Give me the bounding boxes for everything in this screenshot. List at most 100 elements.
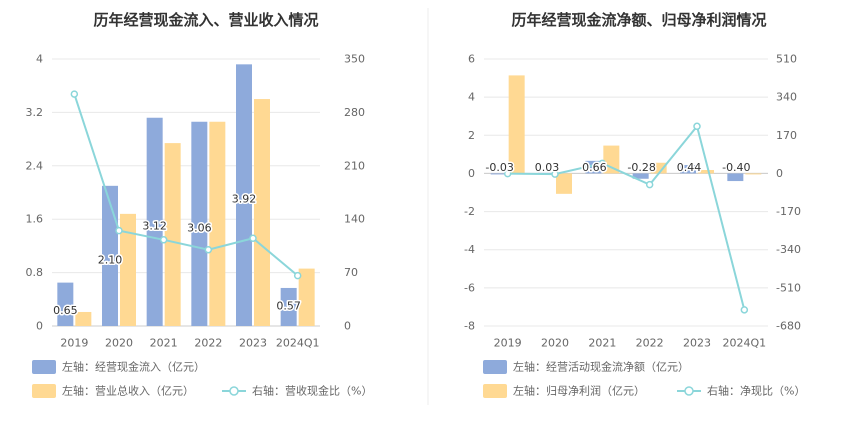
chart1-y-left-tick: 0.8 bbox=[26, 266, 44, 279]
chart2-legend-label: 左轴：归母净利润（亿元） bbox=[513, 384, 645, 398]
chart2-line-point bbox=[503, 169, 512, 178]
chart1-x-tick: 2023 bbox=[239, 337, 267, 350]
chart2-y-right-tick: 510 bbox=[776, 53, 797, 66]
chart2-y-right-tick: 170 bbox=[776, 129, 797, 142]
chart1-y-left-tick: 3.2 bbox=[26, 106, 44, 119]
chart2-x-tick: 2022 bbox=[636, 337, 664, 350]
chart2-line-point bbox=[598, 159, 607, 168]
chart1-legend-swatch bbox=[32, 360, 56, 374]
chart2-data-label: 0.44 bbox=[677, 161, 702, 174]
chart2-y-left-tick: -4 bbox=[464, 243, 475, 256]
chart1-bar-series1 bbox=[146, 117, 163, 327]
chart1-legend-label: 左轴：经营现金流入（亿元） bbox=[62, 360, 205, 374]
chart1-bar-series2 bbox=[75, 311, 92, 326]
chart1-bar-series1 bbox=[280, 287, 297, 326]
chart2-legend-swatch bbox=[483, 360, 507, 374]
chart1-legend-swatch-marker bbox=[229, 386, 239, 396]
chart1-data-label: 3.12 bbox=[142, 219, 167, 232]
chart1-line-point bbox=[293, 271, 302, 280]
chart2-data-label: -0.03 bbox=[485, 161, 513, 174]
chart1-line-point bbox=[115, 226, 123, 235]
chart2-data-label: 0.03 bbox=[535, 161, 560, 174]
chart2-x-tick: 2023 bbox=[683, 337, 711, 350]
chart1-data-label: 3.06 bbox=[187, 221, 212, 234]
chart2-x-tick: 2021 bbox=[588, 337, 616, 350]
chart2-y-left-tick: 0 bbox=[468, 167, 475, 180]
chart2-y-right-tick: -340 bbox=[776, 243, 801, 256]
chart2-y-right-tick: 0 bbox=[776, 167, 783, 180]
chart1-y-right-tick: 0 bbox=[344, 320, 351, 333]
chart2-y-left-tick: -6 bbox=[464, 281, 475, 294]
chart2-y-right-tick: 340 bbox=[776, 91, 797, 104]
chart2-x-tick: 2020 bbox=[541, 337, 569, 350]
chart2-legend-swatch bbox=[483, 384, 507, 398]
chart1-bar-series1 bbox=[236, 64, 252, 326]
chart1-y-right-tick: 210 bbox=[344, 159, 365, 172]
chart2-data-label: -0.28 bbox=[627, 161, 655, 174]
chart1-data-label: 3.92 bbox=[232, 193, 257, 206]
chart2-bar-series2 bbox=[698, 169, 714, 174]
chart1-title: 历年经营现金流入、营业收入情况 bbox=[93, 11, 318, 29]
chart1-y-right-tick: 280 bbox=[344, 106, 365, 119]
chart1-bar-series1 bbox=[102, 185, 118, 326]
chart2-x-tick: 2024Q1 bbox=[723, 337, 767, 350]
chart2-bar-series1 bbox=[727, 173, 744, 182]
chart2-bar-series1 bbox=[632, 173, 649, 179]
chart1-y-right-tick: 350 bbox=[344, 53, 365, 66]
chart1-bar-series2 bbox=[164, 143, 181, 326]
chart2-bar-series1 bbox=[680, 165, 696, 174]
chart2-legend-label: 右轴：净现比（%） bbox=[707, 384, 805, 398]
chart2-legend-label: 左轴：经营活动现金流净额（亿元） bbox=[513, 360, 689, 374]
chart2-bar-series2 bbox=[556, 173, 572, 194]
chart2-title: 历年经营现金流净额、归母净利润情况 bbox=[511, 11, 766, 29]
chart1-legend-label: 右轴：营收现金比（%） bbox=[252, 384, 372, 398]
chart2-y-left-tick: 4 bbox=[468, 91, 475, 104]
chart1-x-tick: 2019 bbox=[60, 337, 88, 350]
chart1-line-point bbox=[159, 236, 168, 244]
chart1-bar-series2 bbox=[298, 268, 315, 326]
chart2-bar-series2 bbox=[650, 162, 667, 174]
chart1-x-tick: 2021 bbox=[150, 337, 178, 350]
chart2-x-tick: 2019 bbox=[494, 337, 522, 350]
chart2-data-label: 0.66 bbox=[582, 161, 607, 174]
chart1-y-left-tick: 1.6 bbox=[26, 213, 44, 226]
chart1-y-right-tick: 140 bbox=[344, 213, 365, 226]
chart1-line-point bbox=[70, 90, 79, 98]
chart2-line-point bbox=[740, 306, 749, 314]
chart1-legend-swatch bbox=[32, 384, 56, 398]
chart2-line-series bbox=[507, 124, 746, 311]
chart1-x-tick: 2024Q1 bbox=[276, 337, 320, 350]
chart2-y-left-tick: -2 bbox=[464, 205, 475, 218]
chart1-bar-series1 bbox=[191, 121, 208, 327]
chart1-data-label: 0.57 bbox=[276, 300, 301, 313]
chart2-data-label: -0.40 bbox=[722, 161, 750, 174]
chart1-x-tick: 2022 bbox=[194, 337, 222, 350]
chart1-legend-label: 左轴：营业总收入（亿元） bbox=[62, 384, 194, 398]
chart1-y-right-tick: 70 bbox=[344, 266, 358, 279]
chart1-x-tick: 2020 bbox=[105, 337, 133, 350]
chart2-y-right-tick: -680 bbox=[776, 320, 801, 333]
chart1-data-label: 0.65 bbox=[53, 304, 78, 317]
chart1-bar-series2 bbox=[254, 99, 270, 326]
chart1-y-left-tick: 2.4 bbox=[26, 159, 44, 172]
chart2-line-point bbox=[551, 170, 559, 178]
chart2-y-left-tick: 6 bbox=[468, 53, 475, 66]
chart2-y-left-tick: 2 bbox=[468, 129, 475, 142]
chart2-bar-series2 bbox=[508, 75, 525, 174]
chart2-y-left-tick: -8 bbox=[464, 320, 475, 333]
chart1-bar-series1 bbox=[57, 282, 74, 326]
chart1-y-left-tick: 4 bbox=[36, 53, 43, 66]
chart2-legend-swatch-marker bbox=[684, 386, 694, 396]
chart2-line-point bbox=[645, 180, 654, 189]
chart1-line-point bbox=[249, 234, 257, 243]
chart1-line-point bbox=[204, 245, 213, 254]
chart2-bar-series2 bbox=[745, 173, 762, 175]
chart2-y-right-tick: -170 bbox=[776, 205, 801, 218]
chart2-bar-series1 bbox=[490, 173, 507, 175]
chart2-line-point bbox=[693, 122, 701, 131]
chart2-y-right-tick: -510 bbox=[776, 281, 801, 294]
chart1-bar-series2 bbox=[120, 213, 136, 326]
chart1-line-series bbox=[73, 93, 299, 277]
